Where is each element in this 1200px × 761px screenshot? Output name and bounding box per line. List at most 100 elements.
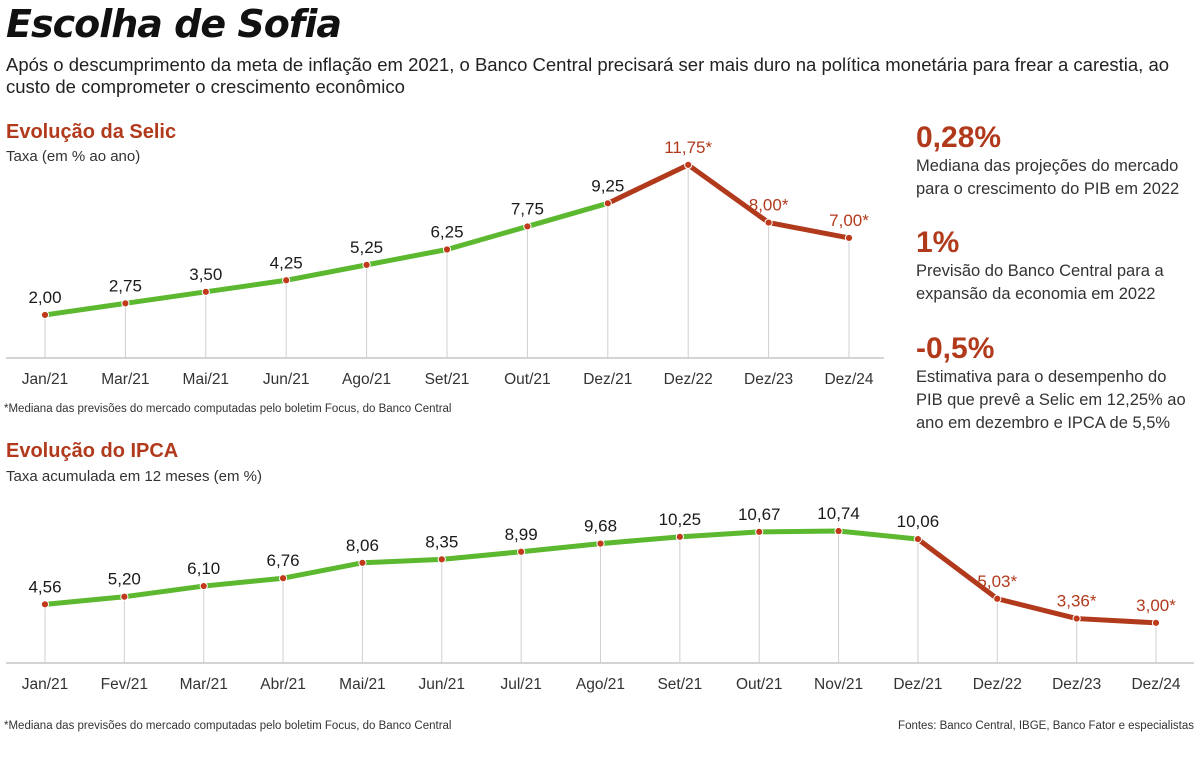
chart1-tick-label: Nov/21 — [814, 676, 863, 693]
chart1-point — [437, 555, 446, 564]
stat-value: -0,5% — [916, 332, 995, 365]
chart0-point — [523, 222, 532, 231]
chart0-tick-label: Mar/21 — [101, 371, 149, 388]
chart0-tick-label: Ago/21 — [342, 371, 391, 388]
chart0-point — [684, 160, 693, 169]
chart1-tick-label: Dez/23 — [1052, 676, 1101, 693]
chart0-tick-label: Mai/21 — [183, 371, 230, 388]
stat-block-pib-bc: 1% Previsão do Banco Central para a expa… — [916, 226, 1196, 306]
chart1-point — [596, 539, 605, 548]
ipca-subtitle: Taxa acumulada em 12 meses (em %) — [6, 468, 262, 485]
chart0-tick-label: Dez/23 — [744, 371, 793, 388]
chart1-data-label: 8,35 — [425, 532, 458, 551]
chart0-data-label: 7,00* — [829, 211, 869, 230]
chart0-data-label: 7,75 — [511, 199, 544, 218]
chart1-tick-label: Out/21 — [736, 676, 783, 693]
chart0-tick-label: Dez/22 — [664, 371, 713, 388]
chart0-point — [764, 218, 773, 227]
chart1-tick-label: Jan/21 — [22, 676, 69, 693]
chart1-data-label: 10,74 — [817, 504, 860, 523]
chart1-point — [1072, 614, 1081, 623]
chart0-data-label: 2,75 — [109, 276, 142, 295]
chart1-tick-label: Jul/21 — [500, 676, 541, 693]
chart0-data-label: 8,00* — [749, 196, 789, 215]
chart1-data-label: 4,56 — [28, 577, 61, 596]
chart0-tick-label: Dez/24 — [824, 371, 873, 388]
chart0-tick-label: Out/21 — [504, 371, 551, 388]
chart1-data-label: 5,20 — [108, 570, 141, 589]
page-title: Escolha de Sofia — [6, 2, 342, 46]
chart0-series-actual — [42, 200, 611, 318]
stat-text: Previsão do Banco Central para a expansã… — [916, 262, 1164, 303]
chart0-data-label: 11,75* — [664, 138, 712, 157]
chart0-data-label: 5,25 — [350, 238, 383, 257]
stat-block-pib-mercado: 0,28% Mediana das projeções do mercado p… — [916, 121, 1196, 201]
chart1-series-actual — [42, 528, 921, 607]
stat-block-pib-estimativa: -0,5% Estimativa para o desempenho do PI… — [916, 332, 1196, 435]
chart1-data-label: 6,76 — [267, 551, 300, 570]
stat-text: Mediana das projeções do mercado para o … — [916, 157, 1180, 198]
chart1-tick-label: Abr/21 — [260, 676, 306, 693]
chart0-point — [603, 199, 612, 208]
selic-note: *Mediana das previsões do mercado comput… — [4, 403, 452, 415]
chart1-data-label: 8,99 — [505, 525, 538, 544]
chart1-tick-label: Fev/21 — [101, 676, 148, 693]
chart0-tick-label: Dez/21 — [583, 371, 632, 388]
chart1-point — [913, 534, 923, 544]
chart0-point — [442, 245, 452, 254]
chart0-point — [201, 287, 210, 296]
chart1-data-label: 3,36* — [1057, 592, 1097, 611]
chart0-tick-label: Jan/21 — [22, 371, 69, 388]
chart1-point — [675, 532, 684, 541]
chart0-data-label: 6,25 — [430, 223, 463, 242]
chart1-tick-label: Mai/21 — [339, 676, 386, 693]
chart1-data-label: 6,10 — [187, 559, 220, 578]
chart1-point — [40, 600, 50, 609]
chart1-data-label: 10,06 — [897, 512, 940, 531]
sources-note: Fontes: Banco Central, IBGE, Banco Fator… — [898, 720, 1194, 732]
chart1-data-label: 10,67 — [738, 505, 781, 524]
chart0-data-label: 2,00 — [28, 288, 61, 307]
chart1-point — [755, 527, 764, 536]
chart0-point — [844, 233, 854, 243]
chart1-point — [517, 547, 526, 556]
stat-value: 0,28% — [916, 121, 1002, 154]
chart1-tick-label: Ago/21 — [576, 676, 625, 693]
chart0-tick-label: Set/21 — [425, 371, 470, 388]
ipca-note: *Mediana das previsões do mercado comput… — [4, 720, 452, 732]
chart1-tick-label: Dez/21 — [893, 676, 942, 693]
chart1-tick-label: Jun/21 — [419, 676, 466, 693]
chart0-point — [121, 299, 130, 308]
selic-subtitle: Taxa (em % ao ano) — [6, 148, 141, 165]
chart0-point — [40, 310, 50, 320]
stat-value: 1% — [916, 226, 960, 259]
chart1-tick-label: Mar/21 — [180, 676, 228, 693]
chart1-data-label: 3,00* — [1136, 596, 1176, 615]
chart0-tick-label: Jun/21 — [263, 371, 310, 388]
chart0-series-projected — [605, 162, 852, 241]
chart1-series-projected — [915, 536, 1159, 626]
chart1-point — [278, 574, 288, 583]
chart1-tick-label: Dez/24 — [1131, 676, 1180, 693]
chart0-data-label: 9,25 — [591, 176, 624, 195]
chart1-data-label: 10,25 — [659, 510, 702, 529]
chart1-data-label: 8,06 — [346, 536, 379, 555]
selic-title: Evolução da Selic — [6, 121, 177, 143]
chart1-data-label: 5,03* — [977, 572, 1017, 591]
chart1-point — [993, 594, 1002, 603]
chart0-point — [362, 260, 371, 269]
chart1-point — [834, 526, 843, 536]
chart1-data-label: 9,68 — [584, 517, 617, 536]
ipca-title: Evolução do IPCA — [6, 440, 179, 462]
chart1-point — [199, 581, 208, 591]
chart0-data-label: 3,50 — [189, 265, 222, 284]
chart1-tick-label: Dez/22 — [973, 676, 1022, 693]
chart1-point — [358, 558, 367, 567]
chart0-point — [282, 276, 291, 285]
stat-text: Estimativa para o desempenho do PIB que … — [916, 368, 1186, 432]
chart1-point — [1151, 618, 1161, 627]
page-subtitle: Após o descumprimento da meta de inflaçã… — [6, 54, 1170, 97]
chart1-point — [120, 592, 129, 601]
chart0-data-label: 4,25 — [270, 253, 303, 272]
